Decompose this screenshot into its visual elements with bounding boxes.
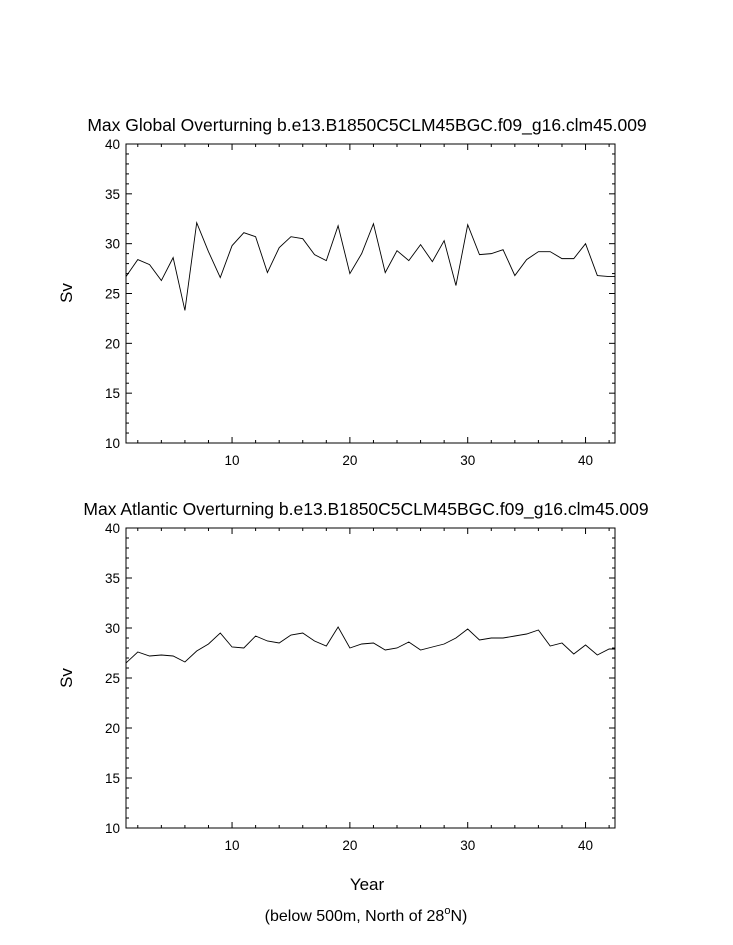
y-tick-label: 10: [105, 821, 120, 836]
global-overturning-line: [125, 221, 615, 311]
atlantic-axis-ticks: [126, 527, 615, 829]
y-tick-label: 30: [105, 621, 120, 636]
y-tick-label: 15: [105, 771, 120, 786]
global-overturning-panel: Max Global Overturning b.e13.B1850C5CLM4…: [57, 115, 647, 468]
x-tick-label: 30: [460, 453, 475, 468]
y-tick-label: 35: [105, 571, 120, 586]
x-axis-label: Year: [350, 875, 385, 894]
atlantic-data-points: [126, 627, 609, 663]
atlantic-tick-labels: 10 15 20 25 30 35 40 10 20 30 40: [105, 521, 593, 853]
y-tick-label: 40: [105, 137, 120, 152]
global-axis-ticks: [126, 143, 615, 444]
y-tick-label: 30: [105, 237, 120, 252]
y-tick-label: 25: [105, 671, 120, 686]
atlantic-plot-frame: [125, 527, 616, 829]
global-y-axis-label: Sv: [57, 283, 76, 303]
x-tick-label: 30: [460, 838, 475, 853]
x-tick-label: 20: [342, 453, 357, 468]
global-plot-frame: [125, 143, 616, 444]
footnote: (below 500m, North of 28oN): [265, 905, 468, 925]
global-data-points: [126, 223, 609, 311]
atlantic-overturning-line: [125, 626, 615, 664]
atlantic-chart-title: Max Atlantic Overturning b.e13.B1850C5CL…: [83, 499, 648, 520]
x-tick-label: 40: [578, 838, 593, 853]
x-tick-label: 10: [225, 838, 240, 853]
y-tick-label: 25: [105, 287, 120, 302]
atlantic-y-axis-label: Sv: [57, 668, 76, 688]
atlantic-overturning-panel: Max Atlantic Overturning b.e13.B1850C5CL…: [57, 499, 649, 894]
y-tick-label: 15: [105, 386, 120, 401]
global-chart-title: Max Global Overturning b.e13.B1850C5CLM4…: [87, 115, 646, 136]
y-tick-label: 20: [105, 721, 120, 736]
x-tick-label: 10: [225, 453, 240, 468]
global-tick-labels: 10 15 20 25 30 35 40 10 20 30 40: [105, 137, 593, 468]
x-tick-label: 20: [342, 838, 357, 853]
y-tick-label: 20: [105, 336, 120, 351]
x-tick-label: 40: [578, 453, 593, 468]
y-tick-label: 10: [105, 436, 120, 451]
y-tick-label: 35: [105, 187, 120, 202]
y-tick-label: 40: [105, 521, 120, 536]
